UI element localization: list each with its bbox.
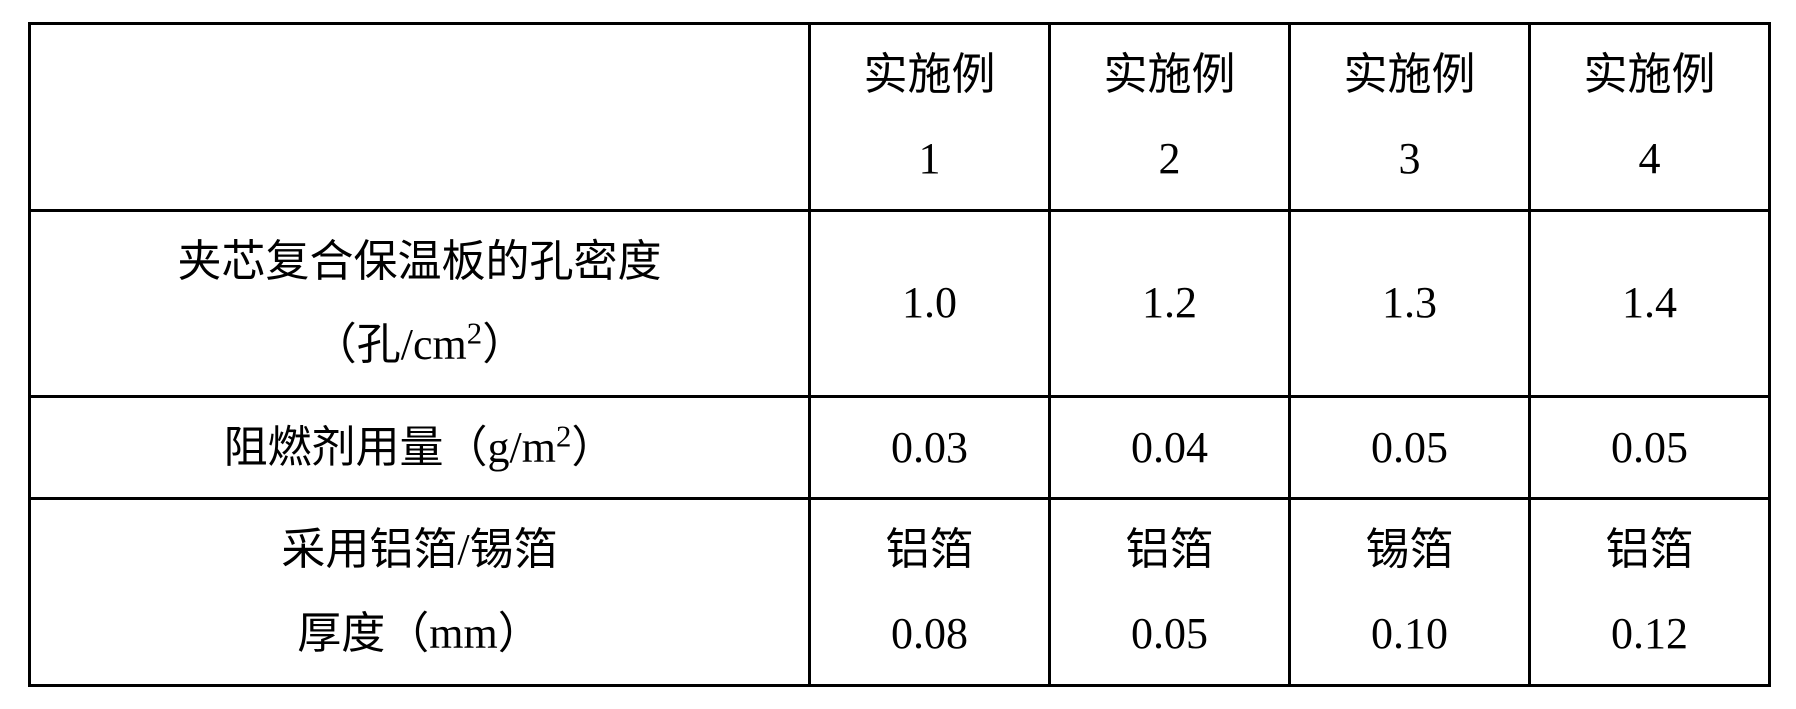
row2-val2: 0.04 xyxy=(1050,396,1290,499)
row1-val3: 1.3 xyxy=(1290,210,1530,396)
row3-val4-line2: 0.12 xyxy=(1611,592,1688,676)
header-col-1-num: 1 xyxy=(919,117,941,201)
row1-val1: 1.0 xyxy=(810,210,1050,396)
row3-val1-line2: 0.08 xyxy=(891,592,968,676)
header-col-4: 实施例 4 xyxy=(1530,24,1770,210)
row1-label-line1: 夹芯复合保温板的孔密度 xyxy=(178,220,662,304)
data-table: 实施例 1 实施例 2 实施例 3 实施例 4 xyxy=(28,22,1771,686)
header-col-2-num: 2 xyxy=(1159,117,1181,201)
data-table-container: 实施例 1 实施例 2 实施例 3 实施例 4 xyxy=(28,22,1768,686)
table-header-row: 实施例 1 实施例 2 实施例 3 实施例 4 xyxy=(30,24,1770,210)
row1-val2: 1.2 xyxy=(1050,210,1290,396)
header-empty-cell xyxy=(30,24,810,210)
header-col-2-prefix: 实施例 xyxy=(1104,33,1236,117)
header-col-4-prefix: 实施例 xyxy=(1584,33,1716,117)
row3-val2-line2: 0.05 xyxy=(1131,592,1208,676)
row3-val3-line2: 0.10 xyxy=(1371,592,1448,676)
header-col-3-num: 3 xyxy=(1399,117,1421,201)
row3-label-line1: 采用铝箔/锡箔 xyxy=(281,508,557,592)
row1-val4: 1.4 xyxy=(1530,210,1770,396)
row3-val3-line1: 锡箔 xyxy=(1366,508,1454,592)
row1-label-line2: （孔/cm2） xyxy=(313,303,526,387)
header-col-1: 实施例 1 xyxy=(810,24,1050,210)
row3-val4-line1: 铝箔 xyxy=(1606,508,1694,592)
header-col-3-prefix: 实施例 xyxy=(1344,33,1476,117)
row3-val2: 铝箔 0.05 xyxy=(1050,499,1290,685)
row3-val4: 铝箔 0.12 xyxy=(1530,499,1770,685)
row2-label-line1: 阻燃剂用量（g/m2） xyxy=(224,423,616,472)
row3-val1-line1: 铝箔 xyxy=(886,508,974,592)
row2-val4: 0.05 xyxy=(1530,396,1770,499)
table-row: 采用铝箔/锡箔 厚度（mm） 铝箔 0.08 铝箔 0.05 锡箔 xyxy=(30,499,1770,685)
row3-val3: 锡箔 0.10 xyxy=(1290,499,1530,685)
table-row: 阻燃剂用量（g/m2） 0.03 0.04 0.05 0.05 xyxy=(30,396,1770,499)
header-col-3: 实施例 3 xyxy=(1290,24,1530,210)
row3-val1: 铝箔 0.08 xyxy=(810,499,1050,685)
row2-val3: 0.05 xyxy=(1290,396,1530,499)
row3-label-line2: 厚度（mm） xyxy=(297,592,541,676)
row2-val1: 0.03 xyxy=(810,396,1050,499)
table-row: 夹芯复合保温板的孔密度 （孔/cm2） 1.0 1.2 1.3 1.4 xyxy=(30,210,1770,396)
header-col-4-num: 4 xyxy=(1639,117,1661,201)
row3-label: 采用铝箔/锡箔 厚度（mm） xyxy=(30,499,810,685)
row1-label: 夹芯复合保温板的孔密度 （孔/cm2） xyxy=(30,210,810,396)
header-col-1-prefix: 实施例 xyxy=(864,33,996,117)
row3-val2-line1: 铝箔 xyxy=(1126,508,1214,592)
row2-label: 阻燃剂用量（g/m2） xyxy=(30,396,810,499)
header-col-2: 实施例 2 xyxy=(1050,24,1290,210)
